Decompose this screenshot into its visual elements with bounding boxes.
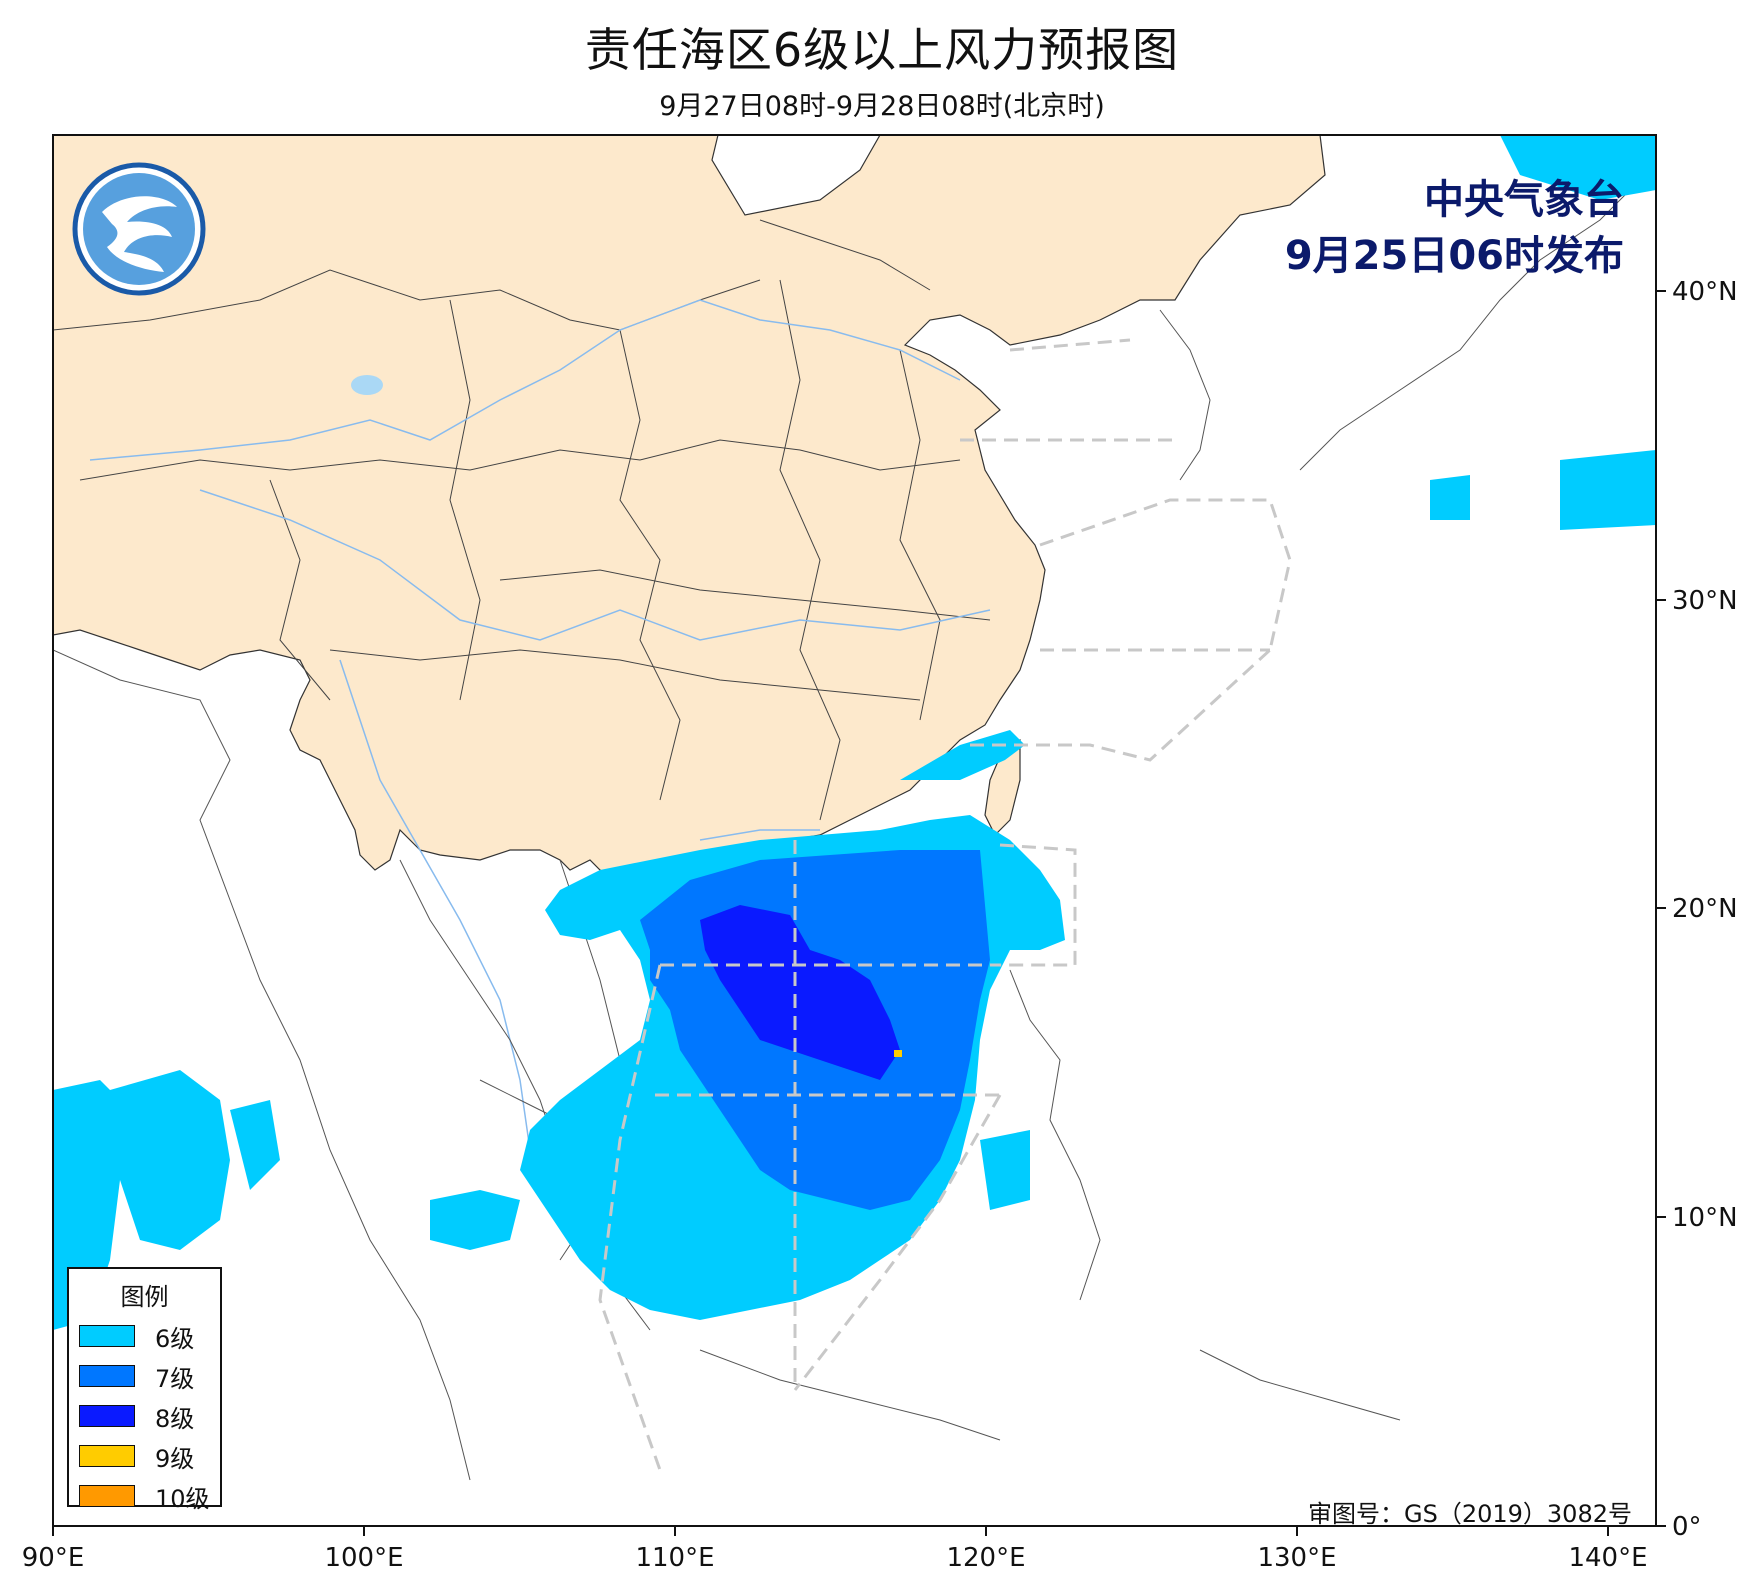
y-axis-label-20n: 20°N bbox=[1672, 894, 1738, 924]
legend-label: 10级 bbox=[155, 1484, 210, 1513]
x-axis-label-100e: 100°E bbox=[324, 1543, 403, 1573]
x-axis-label-130e: 130°E bbox=[1257, 1543, 1336, 1573]
x-axis-label-90e: 90°E bbox=[22, 1543, 85, 1573]
wind-level-9-area bbox=[894, 1050, 902, 1057]
map-subtitle: 9月27日08时-9月28日08时(北京时) bbox=[659, 91, 1105, 122]
legend-label: 8级 bbox=[155, 1404, 195, 1433]
legend-item: 8级 bbox=[69, 1396, 220, 1436]
approval-number: 审图号：GS（2019）3082号 bbox=[1308, 1500, 1632, 1528]
responsibility-zone-lines bbox=[598, 338, 1292, 1471]
legend-item: 6级 bbox=[69, 1316, 220, 1356]
map-frame bbox=[52, 134, 1657, 1527]
province-borders bbox=[53, 219, 991, 821]
legend-swatch-10 bbox=[79, 1485, 135, 1507]
x-axis-label-140e: 140°E bbox=[1568, 1543, 1647, 1573]
legend-item: 9级 bbox=[69, 1436, 220, 1476]
legend-title: 图例 bbox=[120, 1283, 169, 1311]
lake bbox=[351, 375, 383, 395]
x-axis-label-110e: 110°E bbox=[635, 1543, 714, 1573]
legend-swatch-9 bbox=[79, 1445, 135, 1467]
foreign-borders bbox=[53, 179, 1641, 1481]
y-axis-label-0: 0° bbox=[1672, 1512, 1702, 1542]
issuer-org: 中央气象台 bbox=[1424, 177, 1624, 223]
legend: 图例 6级 7级 8级 9级 10级 bbox=[67, 1267, 222, 1513]
x-axis-label-120e: 120°E bbox=[946, 1543, 1025, 1573]
cma-logo-icon bbox=[72, 162, 206, 296]
legend-swatch-6 bbox=[79, 1325, 135, 1347]
legend-item: 7级 bbox=[69, 1356, 220, 1396]
legend-item: 10级 bbox=[69, 1476, 220, 1516]
legend-label: 7级 bbox=[155, 1364, 195, 1393]
legend-label: 9级 bbox=[155, 1444, 195, 1473]
axis-ticks bbox=[52, 290, 1666, 1536]
y-axis-label-40n: 40°N bbox=[1672, 277, 1738, 307]
issuer-block: 中央气象台 9月25日06时发布 bbox=[1285, 172, 1624, 284]
china-land bbox=[53, 135, 1326, 901]
y-axis-label-10n: 10°N bbox=[1672, 1203, 1738, 1233]
legend-swatch-8 bbox=[79, 1405, 135, 1427]
wind-level-8-area bbox=[700, 905, 900, 1080]
legend-swatch-7 bbox=[79, 1365, 135, 1387]
map-title: 责任海区6级以上风力预报图 bbox=[584, 23, 1180, 77]
rivers bbox=[89, 299, 991, 1151]
legend-label: 6级 bbox=[155, 1324, 195, 1353]
issuer-time: 9月25日06时发布 bbox=[1284, 233, 1624, 279]
y-axis-label-30n: 30°N bbox=[1672, 586, 1738, 616]
